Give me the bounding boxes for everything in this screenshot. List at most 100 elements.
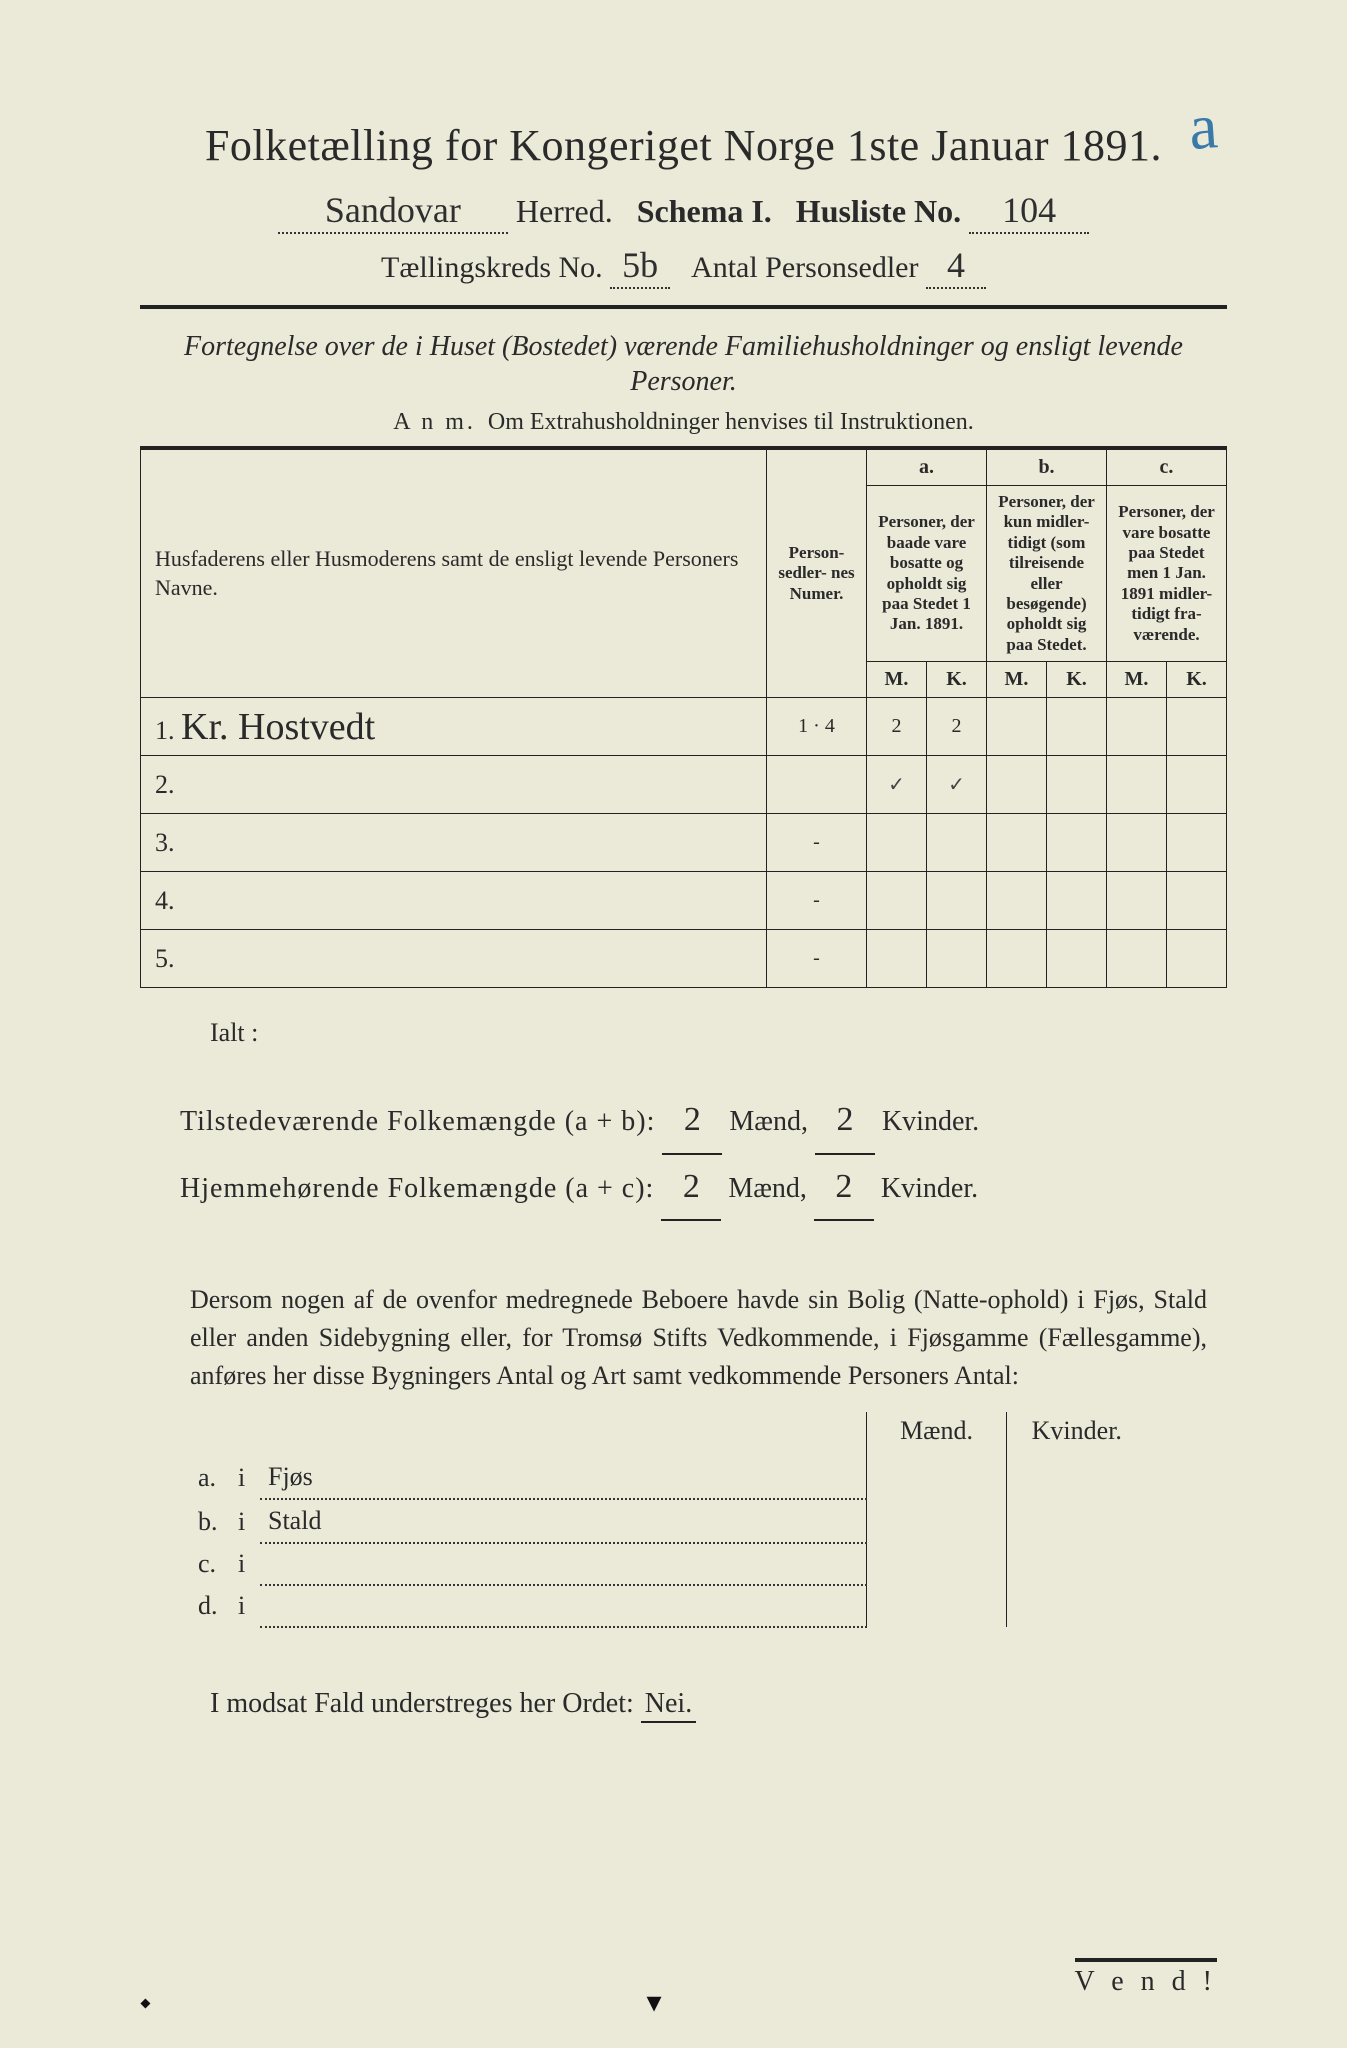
row-num: 1. (155, 716, 175, 745)
cell-a-k (927, 930, 987, 988)
cell-c-k (1167, 698, 1227, 756)
intro-anm: A n m. Om Extrahusholdninger henvises ti… (140, 409, 1227, 436)
cell-person (767, 756, 867, 814)
table-row: 3. - (141, 814, 1227, 872)
col-c-top: c. (1107, 448, 1227, 486)
sub-key: b. (190, 1499, 230, 1543)
cell-c-m (1107, 698, 1167, 756)
row-num: 2. (155, 770, 175, 799)
sub-k (1007, 1499, 1147, 1543)
row-name: 2. (141, 756, 767, 814)
table-row: 4. - (141, 872, 1227, 930)
schema-label: Schema I. (637, 193, 772, 229)
cell-a-k (927, 872, 987, 930)
sub-label (260, 1585, 867, 1627)
sub-i: i (230, 1585, 260, 1627)
sub-row: a. i Fjøs (190, 1456, 1147, 1499)
paragraph: Dersom nogen af de ovenfor medregnede Be… (190, 1281, 1207, 1394)
col-b-top: b. (987, 448, 1107, 486)
cell-c-m (1107, 930, 1167, 988)
page-title: Folketælling for Kongeriget Norge 1ste J… (140, 120, 1227, 171)
cell-b-m (987, 698, 1047, 756)
table-body: 1. Kr. Hostvedt 1 · 4 2 2 2. ✓ ✓ 3. - (141, 698, 1227, 988)
nei-line: I modsat Fald understreges her Ordet: Ne… (210, 1688, 1227, 1720)
cell-a-k: 2 (927, 698, 987, 756)
nei-pre: I modsat Fald understreges her Ordet: (210, 1688, 634, 1719)
sub-m (867, 1499, 1007, 1543)
col-c-text: Personer, der vare bosatte paa Stedet me… (1115, 502, 1218, 645)
sub-row: d. i (190, 1585, 1147, 1627)
sub-label (260, 1543, 867, 1585)
intro-italic: Fortegnelse over de i Huset (Bostedet) v… (140, 329, 1227, 399)
sub-k (1007, 1585, 1147, 1627)
nei-word: Nei. (641, 1688, 696, 1723)
col-a-top: a. (867, 448, 987, 486)
ialt-label: Ialt : (210, 1018, 1227, 1048)
antal-label: Antal Personsedler (691, 251, 918, 284)
cell-c-k (1167, 930, 1227, 988)
sub-label: Stald (260, 1499, 867, 1543)
col-a-m: M. (867, 662, 927, 698)
cell-a-m: 2 (867, 698, 927, 756)
row-num: 3. (155, 828, 175, 857)
col-c-m: M. (1107, 662, 1167, 698)
col-names: Husfaderens eller Husmoderens samt de en… (141, 448, 767, 698)
col-c: Personer, der vare bosatte paa Stedet me… (1107, 486, 1227, 662)
kreds-label: Tællingskreds No. (381, 251, 603, 284)
header-line-3: Tællingskreds No. 5b Antal Personsedler … (140, 244, 1227, 289)
cell-c-m (1107, 872, 1167, 930)
cell-c-m (1107, 814, 1167, 872)
herred-label: Herred. (516, 193, 613, 229)
kvinder-label: Kvinder. (882, 1106, 979, 1137)
husliste-value: 104 (969, 189, 1089, 234)
cell-b-k (1047, 930, 1107, 988)
cell-c-k (1167, 872, 1227, 930)
t1-m: 2 (662, 1088, 722, 1155)
sub-m (867, 1585, 1007, 1627)
sub-row: b. i Stald (190, 1499, 1147, 1543)
col-b-m: M. (987, 662, 1047, 698)
col-a: Personer, der baade vare bosatte og opho… (867, 486, 987, 662)
cell-a-k (927, 814, 987, 872)
cell-person: 1 · 4 (767, 698, 867, 756)
col-c-k: K. (1167, 662, 1227, 698)
cell-b-m (987, 930, 1047, 988)
col-a-text: Personer, der baade vare bosatte og opho… (875, 512, 978, 634)
cell-a-k: ✓ (927, 756, 987, 814)
cell-c-m (1107, 756, 1167, 814)
sub-key: c. (190, 1543, 230, 1585)
cell-b-m (987, 814, 1047, 872)
sub-k (1007, 1543, 1147, 1585)
row-name: 3. (141, 814, 767, 872)
husliste-label: Husliste No. (796, 193, 961, 229)
cell-a-m (867, 872, 927, 930)
page-damage-icon: ⬩ (140, 1986, 151, 2020)
t1-label: Tilstedeværende Folkemængde (a + b): (180, 1106, 655, 1137)
col-person: Person- sedler- nes Numer. (767, 448, 867, 698)
header-line-2: Sandovar Herred. Schema I. Husliste No. … (140, 189, 1227, 234)
sub-k (1007, 1456, 1147, 1499)
table-row: 1. Kr. Hostvedt 1 · 4 2 2 (141, 698, 1227, 756)
cell-person: - (767, 872, 867, 930)
sub-i: i (230, 1543, 260, 1585)
vend-label: V e n d ! (1075, 1958, 1217, 1998)
sub-table: Mænd. Kvinder. a. i Fjøs b. i Stald c. i… (190, 1412, 1147, 1628)
t2-k: 2 (814, 1155, 874, 1222)
sub-row: c. i (190, 1543, 1147, 1585)
col-person-text: Person- sedler- nes Numer. (775, 543, 858, 604)
sub-head-k: Kvinder. (1007, 1412, 1147, 1456)
sub-key: a. (190, 1456, 230, 1499)
t2-m: 2 (661, 1155, 721, 1222)
cell-b-k (1047, 698, 1107, 756)
cell-a-m (867, 814, 927, 872)
totals-line-1: Tilstedeværende Folkemængde (a + b): 2 M… (180, 1088, 1207, 1155)
cell-a-m: ✓ (867, 756, 927, 814)
cell-person: - (767, 814, 867, 872)
anm-prefix: A n m. (393, 409, 476, 435)
col-a-k: K. (927, 662, 987, 698)
cell-b-k (1047, 814, 1107, 872)
maend-label: Mænd, (728, 1173, 807, 1204)
sub-key: d. (190, 1585, 230, 1627)
kreds-value: 5b (610, 244, 670, 289)
maend-label: Mænd, (729, 1106, 808, 1137)
